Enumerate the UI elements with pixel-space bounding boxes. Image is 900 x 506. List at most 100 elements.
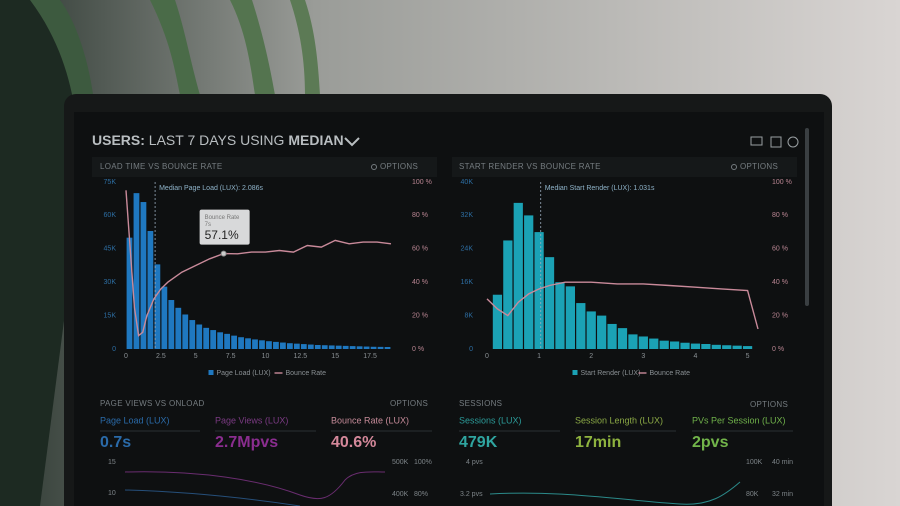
- bar: [524, 215, 534, 349]
- dropdown-icon[interactable]: [344, 137, 360, 147]
- axis-label: 500K: [392, 459, 409, 466]
- tooltip-title: Bounce Rate: [205, 215, 240, 221]
- y-tick-label: 75K: [104, 179, 117, 186]
- metric-label: Bounce Rate (LUX): [331, 415, 409, 425]
- bar: [231, 335, 237, 349]
- y2-tick-label: 80 %: [772, 212, 788, 219]
- trend-line: [124, 489, 301, 506]
- axis-label: 400K: [392, 491, 409, 498]
- bar: [628, 334, 638, 349]
- header-end: MEDIAN: [288, 132, 343, 148]
- bar: [544, 257, 555, 349]
- bar: [356, 346, 363, 349]
- bar: [349, 346, 356, 349]
- metric-value: 0.7s: [100, 434, 131, 451]
- y-tick-label: 30K: [104, 279, 117, 286]
- metric-value: 40.6%: [331, 434, 376, 451]
- x-tick-label: 0: [485, 353, 489, 360]
- bar: [690, 343, 701, 349]
- x-tick-label: 7.5: [226, 353, 236, 360]
- bar: [307, 344, 314, 349]
- bar: [576, 303, 586, 349]
- options[interactable]: OPTIONS: [380, 162, 418, 171]
- chart-title: LOAD TIME VS BOUNCE RATE: [100, 162, 222, 171]
- axis-label: 80K: [746, 491, 759, 498]
- options-icon[interactable]: [731, 164, 737, 170]
- axis-label: 32 min: [772, 491, 793, 498]
- bar: [293, 343, 300, 349]
- desktop-icon[interactable]: [750, 136, 763, 146]
- axis-label: 100%: [414, 459, 432, 466]
- y2-tick-label: 100 %: [772, 179, 792, 186]
- y2-tick-label: 40 %: [412, 279, 428, 286]
- x-tick-label: 5: [746, 353, 750, 360]
- options[interactable]: OPTIONS: [390, 399, 428, 408]
- x-tick-label: 2: [589, 353, 593, 360]
- x-tick-label: 2.5: [156, 353, 166, 360]
- bar: [384, 346, 391, 349]
- metric-label: Page Load (LUX): [100, 415, 170, 425]
- panel-title: SESSIONS: [459, 399, 502, 408]
- y-tick-label: 40K: [461, 179, 474, 186]
- bar: [175, 307, 182, 349]
- bar: [492, 294, 503, 349]
- x-tick-label: 4: [694, 353, 698, 360]
- panel-header: [452, 157, 797, 177]
- bar: [335, 345, 342, 349]
- bar: [238, 337, 244, 349]
- bar: [266, 341, 272, 349]
- header-title: USERS: LAST 7 DAYS USING MEDIAN: [92, 132, 344, 148]
- bar: [196, 324, 203, 349]
- axis-label: 100K: [746, 459, 763, 466]
- bar: [300, 344, 307, 349]
- median-label: Median Start Render (LUX): 1.031s: [545, 185, 655, 192]
- bar: [617, 328, 628, 349]
- header-lead: USERS:: [92, 132, 145, 148]
- y-tick-label: 15K: [104, 312, 117, 319]
- axis-label: 80%: [414, 491, 428, 498]
- y-tick-label: 45K: [104, 246, 117, 253]
- screen: [74, 112, 824, 506]
- bar: [638, 336, 648, 349]
- y2-tick-label: 0 %: [412, 346, 424, 353]
- bar: [742, 346, 753, 349]
- bar: [711, 344, 721, 349]
- help-icon[interactable]: [787, 136, 799, 148]
- bar: [140, 202, 147, 349]
- x-tick-label: 15: [331, 353, 339, 360]
- bar: [670, 341, 680, 349]
- bar: [210, 330, 217, 349]
- scrollbar[interactable]: [805, 128, 809, 306]
- y-tick-label: 8K: [464, 312, 473, 319]
- chart-icon[interactable]: [770, 136, 782, 148]
- bar: [154, 264, 161, 349]
- bar: [161, 286, 168, 349]
- tooltip-point: [220, 250, 227, 257]
- y-tick-label: 0: [112, 346, 116, 353]
- leaf: [290, 0, 320, 95]
- leaf: [30, 0, 95, 110]
- y-tick-label: 16K: [461, 279, 474, 286]
- options-icon[interactable]: [371, 164, 377, 170]
- y2-tick-label: 60 %: [412, 246, 428, 253]
- options[interactable]: OPTIONS: [750, 400, 788, 409]
- bar: [342, 345, 349, 349]
- x-tick-label: 12.5: [294, 353, 308, 360]
- options[interactable]: OPTIONS: [740, 162, 778, 171]
- y2-tick-label: 40 %: [772, 279, 788, 286]
- metric-value: 17min: [575, 434, 621, 451]
- panel-header: [92, 157, 437, 177]
- x-tick-label: 17.5: [363, 353, 377, 360]
- legend-swatch: [208, 370, 214, 375]
- axis-label: 10: [108, 490, 116, 497]
- bar: [168, 300, 175, 349]
- y2-tick-label: 0 %: [772, 346, 784, 353]
- axis-label: 40 min: [772, 459, 793, 466]
- bar: [565, 286, 575, 349]
- legend-label: Bounce Rate: [650, 370, 691, 377]
- y-tick-label: 32K: [461, 212, 474, 219]
- y2-tick-label: 60 %: [772, 246, 788, 253]
- metric-label: Page Views (LUX): [215, 415, 288, 425]
- y2-tick-label: 20 %: [772, 312, 788, 319]
- bar: [273, 341, 279, 349]
